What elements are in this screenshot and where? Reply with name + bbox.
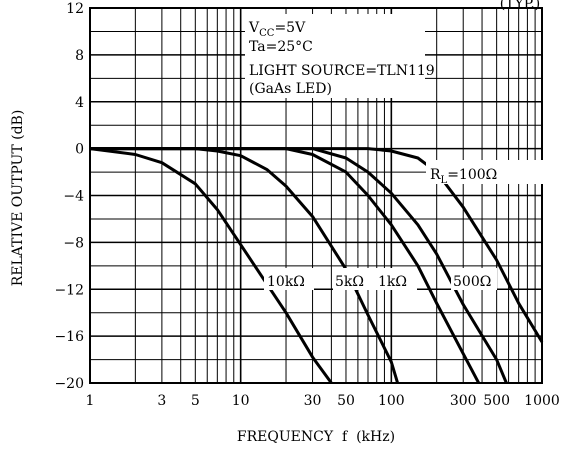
y-tick-labels: 12 8 4 0 −4 −8 −12 −16 −20 <box>54 1 84 392</box>
x-axis-label: FREQUENCY f (kHz) <box>237 429 395 445</box>
y-tick-label: −16 <box>54 329 84 345</box>
x-tick-label: 30 <box>304 393 322 409</box>
y-tick-label: 4 <box>75 95 84 111</box>
vcc-prefix: V <box>248 20 260 36</box>
label-bg-500 <box>451 268 497 290</box>
y-tick-label: 12 <box>66 1 84 17</box>
label-bg-5k <box>333 268 377 290</box>
x-tick-label: 50 <box>337 393 355 409</box>
label-bg-1k <box>377 268 417 290</box>
x-tick-label: 100 <box>378 393 405 409</box>
y-tick-label: −8 <box>63 235 84 251</box>
ta-label: Ta=25°C <box>249 39 313 55</box>
x-tick-label: 500 <box>483 393 510 409</box>
rl-label-bg <box>426 160 544 184</box>
series-line <box>90 147 481 384</box>
vcc-value: =5V <box>274 20 306 36</box>
y-tick-label: 8 <box>75 48 84 64</box>
series-line <box>90 147 400 384</box>
x-tick-label: 1 <box>86 393 95 409</box>
led-label: (GaAs LED) <box>249 81 332 97</box>
label-bg-10k <box>264 268 314 290</box>
header-fragment: (TYP.) <box>500 0 541 12</box>
y-axis-label: RELATIVE OUTPUT (dB) <box>10 110 26 287</box>
y-tick-label: 0 <box>75 142 84 158</box>
x-tick-label: 5 <box>191 393 200 409</box>
conditions-box <box>245 14 425 98</box>
y-tick-label: −20 <box>54 376 84 392</box>
series-label-10k: 10kΩ <box>267 274 305 290</box>
series-label-100ohm-value: = <box>447 167 459 183</box>
y-tick-label: −4 <box>63 189 84 205</box>
series-label-100ohm: RL=100Ω <box>430 167 497 186</box>
plot-frame <box>89 7 543 384</box>
x-tick-label: 3 <box>157 393 166 409</box>
vcc-sub: CC <box>259 28 275 39</box>
series-line <box>89 147 333 384</box>
vcc-label: VCC=5V <box>248 20 306 39</box>
series-label-5k: 5kΩ <box>335 274 364 290</box>
series-label-1k: 1kΩ <box>378 274 407 290</box>
series-label-500: 500Ω <box>453 274 491 290</box>
x-tick-label: 300 <box>450 393 477 409</box>
x-tick-label: 1000 <box>524 393 560 409</box>
y-tick-label: −12 <box>54 282 84 298</box>
light-source-label: LIGHT SOURCE=TLN119 <box>249 63 435 79</box>
x-tick-label: 10 <box>232 393 250 409</box>
series-line <box>90 147 508 384</box>
x-tick-labels: 1 3 5 10 30 50 100 300 500 1000 <box>86 393 560 409</box>
